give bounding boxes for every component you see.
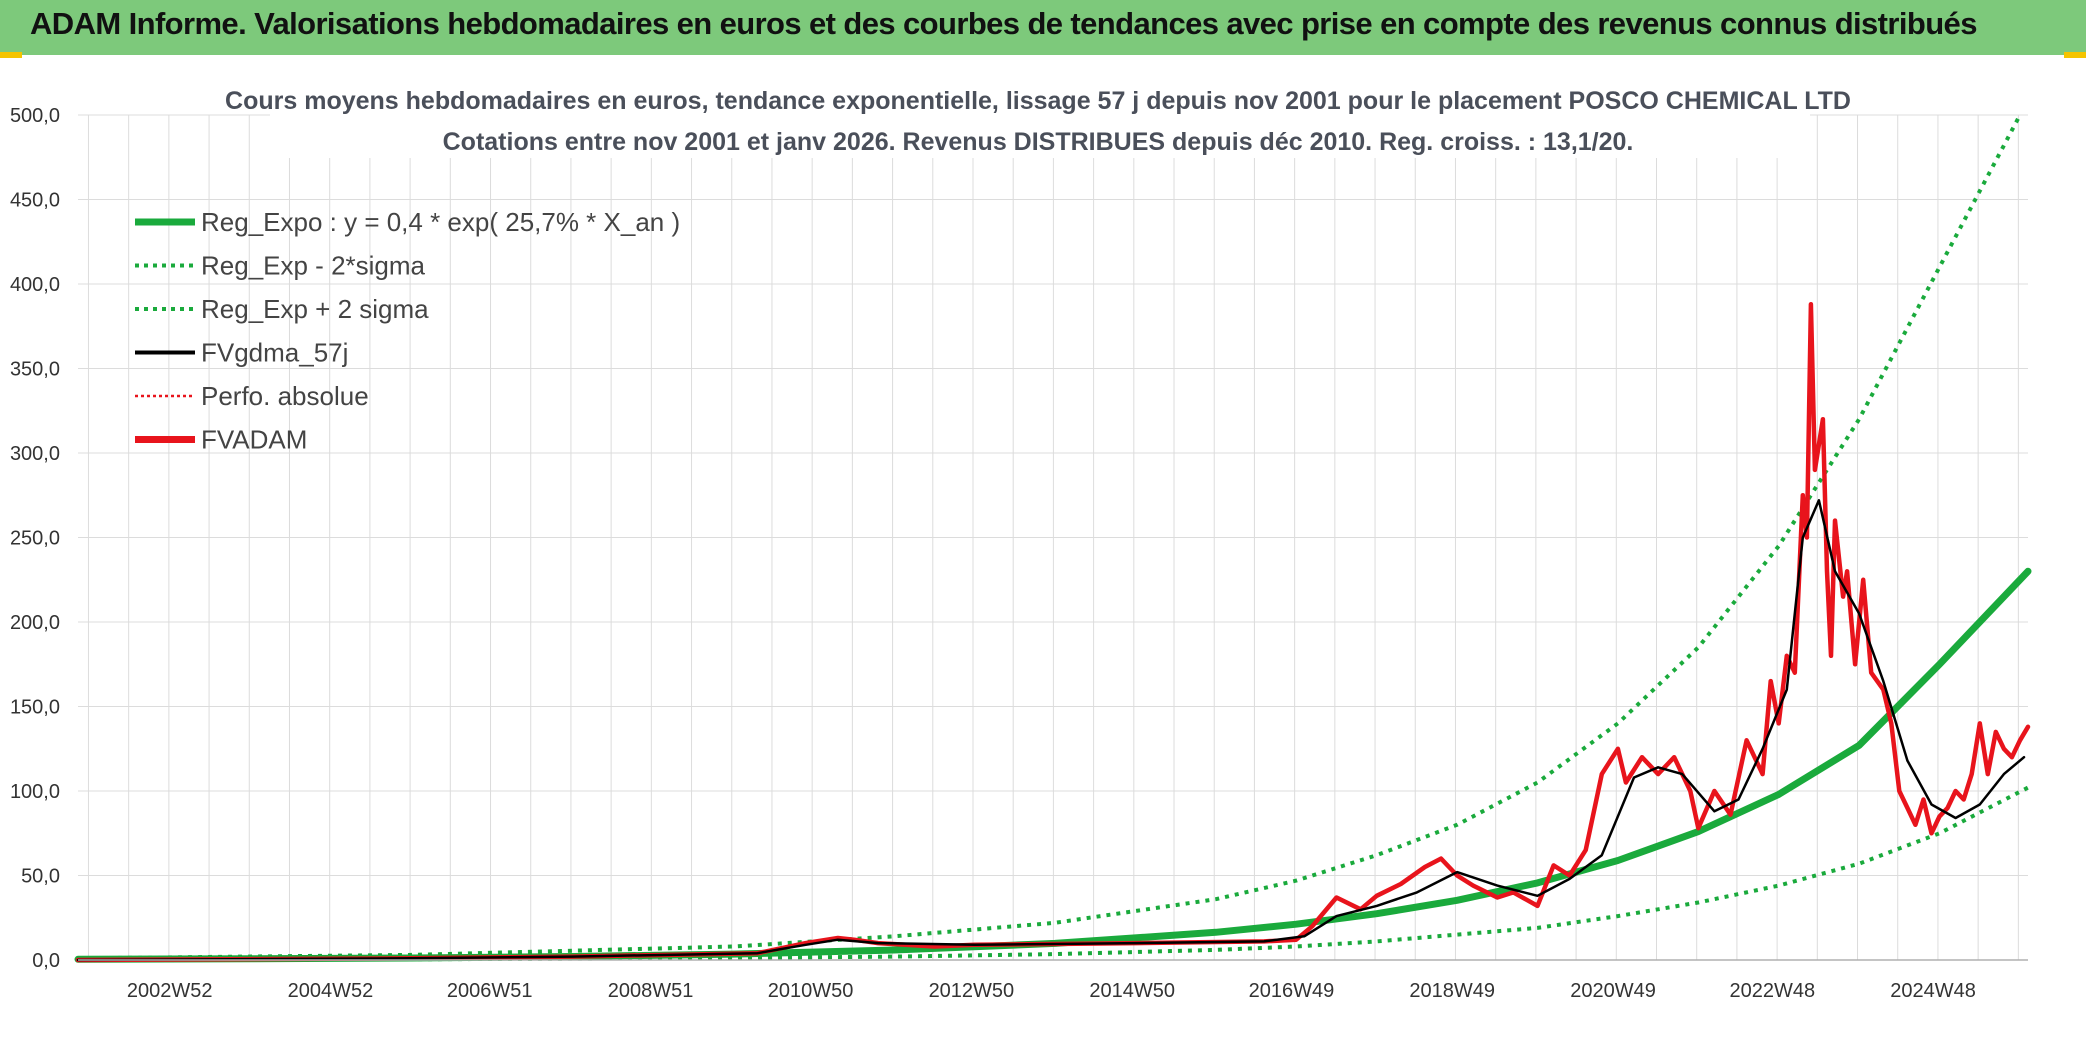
chart-title-line-2: Cotations entre nov 2001 et janv 2026. R… (443, 128, 1634, 156)
series-layer (74, 114, 2032, 963)
grid-layer (78, 114, 2028, 961)
y-tick-label: 100,0 (10, 781, 60, 803)
y-tick-label: 50,0 (21, 866, 60, 888)
axis-layer: 0,0 50,0 100,0 150,0 200,0 250,0 300,0 350,0 400… (10, 105, 2028, 1002)
y-tick-label: 500,0 (10, 105, 60, 127)
x-tick-label: 2016W49 (1249, 980, 1335, 1002)
y-tick-label: 450,0 (10, 190, 60, 212)
y-tick-label: 150,0 (10, 697, 60, 719)
x-tick-label: 2010W50 (768, 980, 854, 1002)
x-tick-label: 2008W51 (608, 980, 694, 1002)
x-tick-label: 2024W48 (1890, 980, 1976, 1002)
x-tick-label: 2020W49 (1570, 980, 1656, 1002)
y-tick-label: 200,0 (10, 612, 60, 634)
corner-marker-left (0, 52, 22, 58)
legend-label: FVADAM (201, 425, 307, 455)
chart-legend: Reg_Expo : y = 0,4 * exp( 25,7% * X_an )… (135, 207, 680, 455)
report-header-banner: ADAM Informe. Valorisations hebdomadaire… (0, 0, 2086, 55)
y-tick-label: 400,0 (10, 274, 60, 296)
legend-label: Reg_Expo : y = 0,4 * exp( 25,7% * X_an ) (201, 207, 680, 237)
y-tick-label: 300,0 (10, 443, 60, 465)
legend-label: Perfo. absolue (201, 381, 369, 411)
corner-marker-right (2064, 52, 2086, 58)
x-tick-label: 2006W51 (447, 980, 533, 1002)
legend-label: Reg_Exp + 2 sigma (201, 294, 429, 324)
reg-exp-plus-2sigma-line (77, 114, 2022, 961)
x-tick-label: 2004W52 (288, 980, 374, 1002)
x-tick-label: 2002W52 (127, 980, 213, 1002)
x-tick-label: 2012W50 (929, 980, 1015, 1002)
chart-title-line-1: Cours moyens hebdomadaires en euros, ten… (225, 87, 1851, 115)
chart-title-block: Cours moyens hebdomadaires en euros, ten… (225, 82, 1851, 158)
y-tick-label: 250,0 (10, 528, 60, 550)
report-title: ADAM Informe. Valorisations hebdomadaire… (30, 6, 1977, 41)
y-tick-label: 350,0 (10, 359, 60, 381)
title-background (270, 82, 1810, 158)
y-tick-label: 0,0 (32, 950, 60, 972)
fvadam-line (75, 302, 2031, 963)
fvgdma-57j-line (76, 499, 2026, 962)
x-tick-label: 2022W48 (1729, 980, 1815, 1002)
legend-label: Reg_Exp - 2*sigma (201, 251, 426, 281)
x-tick-label: 2014W50 (1089, 980, 1175, 1002)
x-tick-label: 2018W49 (1409, 980, 1495, 1002)
legend-label: FVgdma_57j (201, 338, 348, 368)
